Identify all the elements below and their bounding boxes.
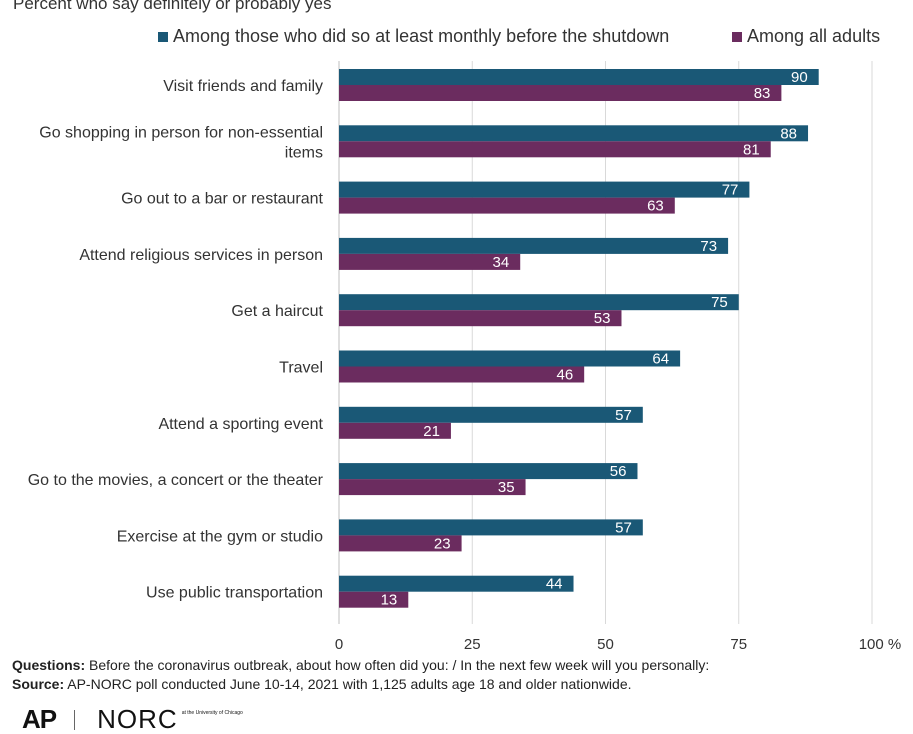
bar <box>339 253 521 270</box>
data-label: 21 <box>423 423 440 440</box>
bar <box>339 535 462 552</box>
data-label: 73 <box>700 238 717 255</box>
data-label: 83 <box>754 85 771 102</box>
bar <box>339 463 638 480</box>
footer-questions-label: Questions: <box>12 657 86 673</box>
logo-divider <box>74 710 76 730</box>
bar <box>339 85 782 101</box>
bar <box>339 591 409 608</box>
footer-source-label: Source: <box>12 676 65 692</box>
category-label: Go shopping in person for non-essential <box>39 124 323 141</box>
footer-questions-text: Before the coronavirus outbreak, about h… <box>89 657 710 673</box>
bar <box>339 141 771 158</box>
category-label: Exercise at the gym or studio <box>117 528 323 545</box>
bar <box>339 310 622 327</box>
category-label: Travel <box>279 360 323 377</box>
norc-logo: NORC <box>97 704 178 734</box>
bar <box>339 350 681 367</box>
ap-logo: AP <box>22 704 57 734</box>
data-label: 57 <box>615 407 632 424</box>
data-label: 77 <box>722 182 739 199</box>
data-label: 44 <box>546 576 563 593</box>
data-label: 23 <box>434 535 451 552</box>
category-label: Attend religious services in person <box>79 247 323 264</box>
data-label: 81 <box>743 141 760 158</box>
category-label: items <box>285 144 323 161</box>
data-label: 56 <box>610 463 627 480</box>
data-label: 90 <box>791 69 808 86</box>
bar <box>339 237 729 254</box>
bar <box>339 366 585 383</box>
data-label: 35 <box>498 479 515 496</box>
data-label: 57 <box>615 519 632 536</box>
norc-logo-subtext: at the University of Chicago <box>181 710 243 716</box>
category-label: Attend a sporting event <box>158 416 323 433</box>
data-label: 53 <box>594 310 611 327</box>
data-label: 88 <box>780 125 797 142</box>
legend-item-monthly: Among those who did so at least monthly … <box>158 26 669 47</box>
legend-label-monthly: Among those who did so at least monthly … <box>173 26 670 46</box>
legend: Among those who did so at least monthly … <box>0 26 913 50</box>
footer-questions: Questions: Before the coronavirus outbre… <box>12 657 709 673</box>
legend-swatch-monthly <box>158 31 168 42</box>
category-label: Visit friends and family <box>163 78 323 95</box>
data-label: 75 <box>711 294 728 311</box>
category-label: Go to the movies, a concert or the theat… <box>28 472 324 489</box>
bar <box>339 422 451 439</box>
data-label: 13 <box>381 592 398 609</box>
bar <box>339 519 643 536</box>
data-label: 64 <box>652 351 669 368</box>
bar <box>339 181 750 198</box>
footer-source-text: AP-NORC poll conducted June 10-14, 2021 … <box>67 676 632 692</box>
data-label: 63 <box>647 198 664 215</box>
x-tick-label: 0 <box>335 636 343 653</box>
category-label: Get a haircut <box>231 303 323 320</box>
legend-label-all-adults: Among all adults <box>747 26 881 46</box>
category-label: Go out to a bar or restaurant <box>121 191 323 208</box>
bar <box>339 125 809 142</box>
bar <box>339 575 574 592</box>
bar <box>339 479 526 496</box>
bar <box>339 406 643 423</box>
bar <box>339 197 675 214</box>
data-label: 34 <box>493 254 510 271</box>
legend-item-all-adults: Among all adults <box>732 26 880 47</box>
x-tick-label: 100 % <box>859 636 902 653</box>
x-tick-label: 50 <box>597 636 614 653</box>
legend-swatch-all-adults <box>732 31 742 42</box>
bar <box>339 69 819 85</box>
logos: AP NORC at the University of Chicago <box>22 706 243 732</box>
data-label: 46 <box>556 367 573 384</box>
x-tick-label: 75 <box>730 636 747 653</box>
x-tick-label: 25 <box>464 636 481 653</box>
chart-subtitle: Percent who say definitely or probably y… <box>13 0 332 13</box>
category-label: Use public transportation <box>146 585 323 602</box>
bar <box>339 294 739 311</box>
footer-source: Source: AP-NORC poll conducted June 10-1… <box>12 676 632 692</box>
bar-chart: 0 25 50 75 100 % Visit friends and family 90 83… <box>28 61 902 653</box>
